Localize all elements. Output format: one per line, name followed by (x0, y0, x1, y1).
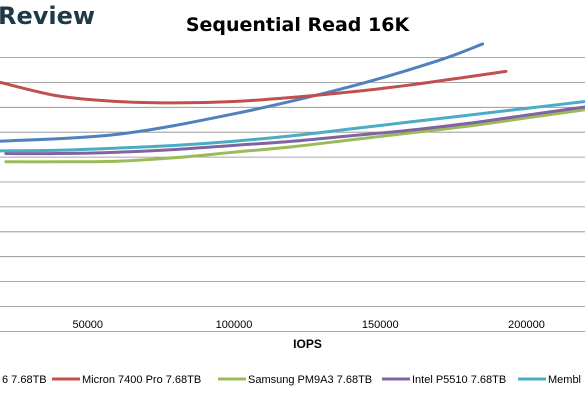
x-tick-label: 200000 (508, 319, 545, 331)
series-line-5 (0, 100, 585, 153)
legend: 6 7.68TB Micron 7400 Pro 7.68TB Samsung PM… (2, 374, 581, 386)
x-tick-label: 50000 (72, 319, 103, 331)
gridlines (0, 57, 585, 332)
series-line-4 (4, 105, 585, 156)
x-axis-label: IOPS (293, 337, 322, 351)
legend-label: Micron 7400 Pro 7.68TB (82, 374, 201, 386)
series-line-3 (4, 108, 585, 164)
legend-label: Membl (548, 374, 581, 386)
x-tick-labels: 50000 100000 150000 200000 (72, 319, 544, 331)
series-line-2 (0, 69, 508, 105)
legend-label: Intel P5510 7.68TB (412, 374, 506, 386)
x-tick-label: 150000 (362, 319, 399, 331)
x-tick-label: 100000 (216, 319, 253, 331)
legend-label: 6 7.68TB (2, 374, 47, 386)
legend-label: Samsung PM9A3 7.68TB (248, 374, 372, 386)
series-lines (0, 42, 585, 164)
chart-title: Sequential Read 16K (185, 14, 410, 36)
series-line-1 (0, 42, 485, 143)
brand-logo-text: Review (0, 2, 96, 30)
